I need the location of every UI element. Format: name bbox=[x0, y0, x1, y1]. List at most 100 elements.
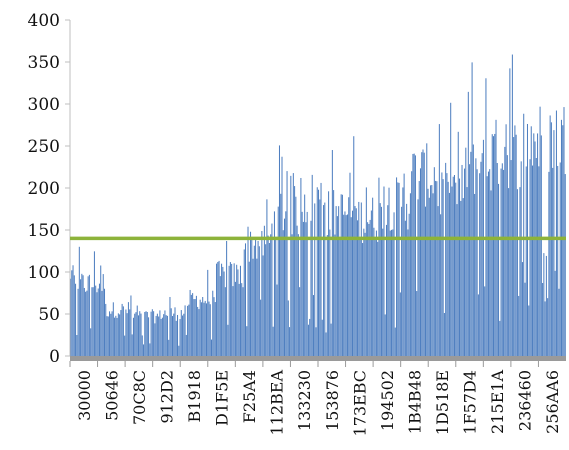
bar bbox=[467, 91, 469, 357]
bar bbox=[203, 302, 205, 356]
bar bbox=[78, 246, 80, 356]
bar bbox=[451, 186, 453, 356]
bar bbox=[103, 288, 106, 356]
bar bbox=[233, 263, 235, 356]
bar bbox=[180, 310, 182, 356]
bar bbox=[318, 189, 320, 356]
bar bbox=[516, 189, 518, 356]
bar bbox=[511, 54, 513, 356]
bar bbox=[253, 245, 255, 356]
x-tick-label: 30000 bbox=[75, 370, 94, 421]
bar bbox=[461, 164, 463, 356]
bar bbox=[532, 165, 534, 356]
bar bbox=[107, 316, 109, 356]
bar bbox=[158, 316, 160, 356]
bar bbox=[136, 305, 138, 356]
bar bbox=[267, 235, 269, 356]
bar bbox=[205, 303, 207, 356]
bar bbox=[368, 223, 370, 356]
bar bbox=[423, 152, 425, 356]
y-tick-label: 50 bbox=[38, 305, 60, 325]
bar bbox=[320, 182, 322, 356]
bar bbox=[295, 196, 297, 356]
x-tick-label: 194502 bbox=[378, 370, 397, 431]
bar bbox=[328, 191, 330, 356]
bar bbox=[540, 135, 542, 356]
x-tick-label: F25A4 bbox=[240, 370, 259, 423]
bar bbox=[219, 276, 221, 356]
bar bbox=[458, 178, 461, 356]
bar bbox=[428, 197, 430, 356]
bar bbox=[503, 169, 505, 356]
bar bbox=[363, 228, 365, 356]
bar bbox=[432, 193, 434, 356]
bar bbox=[290, 175, 292, 356]
bar bbox=[319, 199, 321, 356]
bar bbox=[367, 222, 369, 356]
bar bbox=[482, 139, 484, 356]
bar bbox=[97, 288, 99, 356]
bar bbox=[266, 199, 268, 356]
bar bbox=[331, 150, 333, 356]
x-tick-label: 153876 bbox=[323, 370, 342, 431]
bar bbox=[91, 287, 93, 356]
bar bbox=[558, 288, 560, 356]
bar bbox=[346, 214, 348, 356]
bar bbox=[553, 130, 555, 356]
bar bbox=[200, 302, 202, 356]
bar bbox=[379, 203, 381, 356]
bar bbox=[343, 214, 345, 356]
bar bbox=[190, 294, 192, 356]
x-tick-label: 256AA6 bbox=[543, 370, 562, 434]
bar bbox=[151, 309, 153, 356]
bar bbox=[258, 246, 260, 356]
bar bbox=[535, 158, 537, 356]
bar bbox=[330, 323, 332, 356]
bar bbox=[336, 216, 338, 356]
bar bbox=[208, 301, 210, 356]
bar bbox=[485, 78, 487, 356]
bar bbox=[355, 208, 357, 356]
bar bbox=[472, 144, 474, 356]
bar bbox=[80, 279, 82, 356]
bar bbox=[491, 134, 493, 356]
bar bbox=[265, 244, 267, 356]
bar bbox=[109, 311, 111, 356]
bar bbox=[246, 326, 248, 356]
bar bbox=[179, 319, 181, 356]
bar bbox=[154, 323, 156, 356]
bar bbox=[170, 308, 172, 356]
x-tick-label: 1F57D4 bbox=[461, 370, 480, 435]
bar bbox=[160, 318, 162, 356]
bar bbox=[199, 299, 201, 356]
bar bbox=[218, 260, 220, 356]
bar bbox=[515, 134, 517, 356]
bar bbox=[238, 283, 240, 356]
bar bbox=[427, 188, 429, 356]
bar bbox=[494, 133, 496, 356]
bar bbox=[329, 229, 331, 356]
bar bbox=[521, 262, 523, 356]
bar bbox=[525, 166, 527, 356]
bar bbox=[421, 152, 423, 356]
bar bbox=[73, 275, 75, 356]
bar bbox=[555, 110, 557, 356]
bar bbox=[519, 187, 521, 356]
bar bbox=[359, 240, 361, 356]
bar bbox=[299, 287, 301, 356]
bar bbox=[72, 265, 74, 356]
bar bbox=[273, 211, 275, 356]
bar bbox=[137, 315, 140, 356]
bar bbox=[178, 345, 180, 356]
bar bbox=[414, 155, 416, 356]
bar bbox=[95, 285, 97, 356]
bar bbox=[192, 293, 194, 356]
bar bbox=[399, 292, 401, 356]
bar bbox=[130, 295, 132, 356]
bar bbox=[518, 295, 520, 356]
bar bbox=[445, 162, 447, 356]
bar bbox=[418, 181, 420, 356]
bar bbox=[351, 210, 354, 356]
bar bbox=[309, 318, 311, 356]
